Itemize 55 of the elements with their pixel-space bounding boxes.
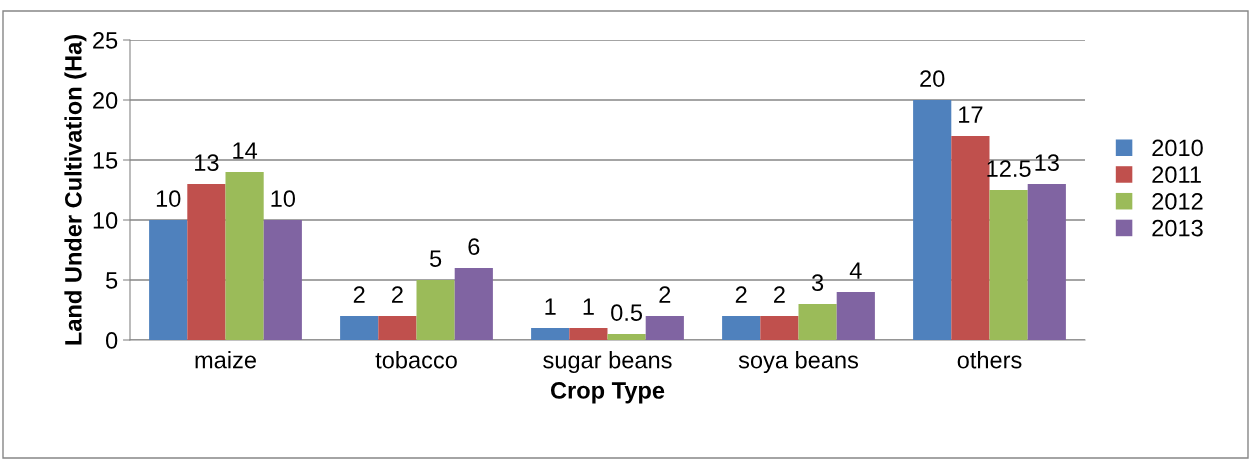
data-label: 0.5 — [611, 304, 643, 321]
legend-label: 2010 — [1152, 139, 1203, 157]
data-label: 13 — [1035, 154, 1059, 171]
y-tick-label: 5 — [106, 272, 118, 289]
x-axis-title: Crop Type — [550, 382, 665, 404]
legend-label: 2012 — [1152, 192, 1203, 210]
y-tick-label: 10 — [93, 212, 118, 229]
data-label: 14 — [233, 142, 258, 159]
legend-label: 2011 — [1152, 166, 1201, 183]
bar — [531, 328, 570, 340]
x-tick-label: tobacco — [375, 351, 457, 369]
bar — [913, 100, 952, 340]
data-label: 5 — [429, 250, 442, 267]
data-label: 20 — [920, 70, 945, 87]
x-tick-label: sugar beans — [543, 351, 672, 374]
x-tick-label: others — [957, 351, 1022, 369]
legend-label: 2013 — [1152, 219, 1203, 237]
bar — [645, 316, 684, 340]
data-label: 6 — [468, 238, 480, 255]
bar — [569, 328, 608, 340]
data-label: 17 — [959, 106, 983, 123]
data-label: 1 — [583, 298, 594, 315]
bar — [187, 184, 226, 340]
bar — [416, 280, 455, 340]
data-label: 2 — [392, 286, 403, 303]
bar — [454, 268, 493, 340]
y-tick-label: 20 — [93, 92, 118, 109]
bar — [798, 304, 837, 340]
x-tick-label: maize — [195, 351, 256, 369]
data-label: 2 — [735, 286, 747, 303]
data-label: 13 — [195, 154, 219, 171]
bar — [149, 220, 188, 340]
data-label: 4 — [849, 262, 862, 279]
data-label: 2 — [353, 286, 365, 303]
bar — [836, 292, 875, 340]
bar — [760, 316, 799, 340]
data-label: 2 — [774, 286, 785, 303]
bar — [1027, 184, 1066, 340]
y-tick-label: 0 — [105, 332, 118, 349]
bar — [989, 190, 1028, 340]
bar — [225, 172, 264, 340]
data-label: 10 — [271, 190, 296, 207]
data-label: 10 — [156, 190, 181, 207]
y-tick-label: 25 — [93, 32, 118, 49]
bar — [607, 334, 646, 340]
bar — [722, 316, 761, 340]
x-tick-label: soya beans — [738, 351, 859, 374]
data-label: 2 — [659, 286, 671, 303]
bar — [378, 316, 417, 340]
y-tick-label: 15 — [93, 152, 118, 169]
data-label: 1 — [545, 298, 556, 315]
data-label: 3 — [811, 274, 824, 291]
bar — [263, 220, 302, 340]
bar — [340, 316, 379, 340]
y-axis-title: Land Under Cultivation (Ha) — [64, 35, 87, 345]
